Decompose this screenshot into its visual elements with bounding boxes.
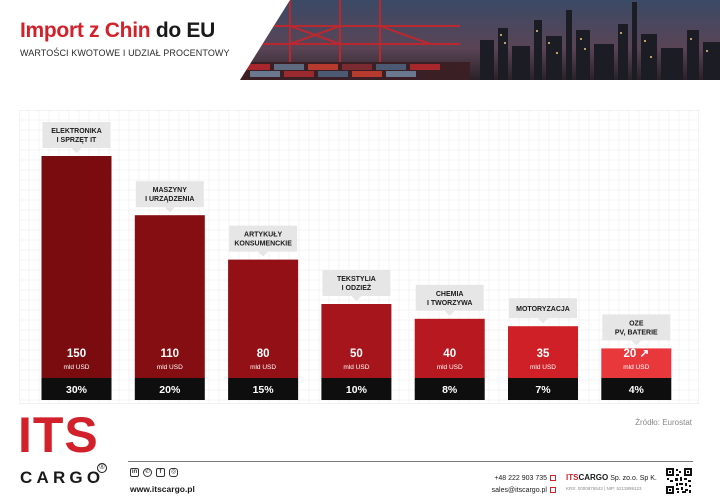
social-links: in ✆ f ◎ xyxy=(130,468,178,477)
website-link[interactable]: www.itscargo.pl xyxy=(130,484,195,494)
category-label-box xyxy=(509,298,577,319)
category-label: ELEKTRONIKA xyxy=(51,128,102,135)
phone-row[interactable]: +48 222 903 735 xyxy=(472,473,556,485)
category-label-pointer xyxy=(538,318,548,324)
email-address: sales@itscargo.pl xyxy=(491,487,547,494)
bar-value-label: 50 xyxy=(350,348,363,360)
category-label: ARTYKUŁY xyxy=(244,232,282,239)
category-label-pointer xyxy=(258,251,269,257)
city-port-photo xyxy=(230,0,720,80)
category-label: I TWORZYWA xyxy=(427,300,473,307)
bar xyxy=(134,215,205,378)
category-label: I URZĄDZENIA xyxy=(145,196,194,203)
email-row[interactable]: sales@itscargo.pl xyxy=(472,485,556,497)
share-strip xyxy=(414,378,485,400)
category-label-box xyxy=(415,284,484,311)
share-strip xyxy=(601,378,672,400)
bar xyxy=(41,156,112,378)
title-panel xyxy=(0,0,290,80)
share-strip xyxy=(134,378,205,400)
bar xyxy=(228,259,299,378)
source-note: Źródło: Eurostat xyxy=(635,418,692,427)
category-label-box xyxy=(229,225,298,252)
category-label-box xyxy=(135,181,204,208)
share-label: 10% xyxy=(346,384,368,396)
bar-value-label: 80 xyxy=(257,348,270,360)
category-label: I ODZIEŻ xyxy=(342,284,372,292)
bar xyxy=(508,326,578,378)
linkedin-icon[interactable]: in xyxy=(130,468,139,477)
category-label-pointer xyxy=(71,148,82,153)
category-label-pointer xyxy=(164,207,175,213)
category-label-box xyxy=(42,122,111,148)
title-part-red: Import z Chin xyxy=(20,19,151,42)
whatsapp-icon[interactable]: ✆ xyxy=(143,468,152,477)
bar-unit-label: mld USD xyxy=(250,364,276,371)
company-name: ITSCARGO Sp. zo.o. Sp K. xyxy=(566,473,657,482)
footer-divider xyxy=(128,461,693,462)
share-label: 30% xyxy=(66,384,88,396)
bar xyxy=(321,304,392,378)
bar-value-label: 20 ↗ xyxy=(623,348,649,360)
share-label: 4% xyxy=(629,384,645,396)
registered-mark: ® xyxy=(97,463,107,473)
facebook-icon[interactable]: f xyxy=(156,468,165,477)
company-name-red: ITS xyxy=(566,473,579,482)
phone-icon xyxy=(550,475,556,482)
logo-its: ITS xyxy=(18,407,99,463)
share-strip xyxy=(228,378,299,400)
bar-value-label: 150 xyxy=(67,348,86,360)
bar-unit-label: mld USD xyxy=(530,364,556,371)
page-title: Import z Chin do EU xyxy=(20,19,215,43)
category-label: KONSUMENCKIE xyxy=(234,241,292,248)
share-label: 8% xyxy=(442,384,458,396)
category-label-pointer xyxy=(351,296,362,301)
category-label: OZE xyxy=(629,320,644,327)
page-subtitle: WARTOŚCI KWOTOWE I UDZIAŁ PROCENTOWY xyxy=(20,48,230,58)
bar-unit-label: mld USD xyxy=(157,364,183,371)
bar xyxy=(414,318,485,378)
category-label: MOTORYZACJA xyxy=(516,306,570,313)
share-strip xyxy=(508,378,578,400)
share-strip xyxy=(41,378,112,400)
company-name-bold: CARGO xyxy=(578,473,609,482)
bar-unit-label: mld USD xyxy=(63,364,89,371)
share-strip xyxy=(321,378,392,400)
bar xyxy=(601,348,672,378)
bar-chart: 150 mld USD 30% ELEKTRONIKA I SPRZĘT IT 110 ml… xyxy=(19,110,699,404)
instagram-icon[interactable]: ◎ xyxy=(169,468,178,477)
company-details: KRS: 0000876543 | NIP: 5213899123 xyxy=(566,486,642,491)
email-icon xyxy=(550,487,556,494)
category-label-box xyxy=(602,314,671,341)
bar-unit-label: mld USD xyxy=(623,364,649,371)
share-label: 20% xyxy=(159,384,181,396)
phone-number: +48 222 903 735 xyxy=(494,475,547,482)
category-label: PV, BATERIE xyxy=(615,329,658,336)
category-label: TEKSTYLIA xyxy=(337,276,376,283)
category-label-box xyxy=(322,270,391,296)
chart-canvas: 150 mld USD 30% ELEKTRONIKA I SPRZĘT IT 110 ml… xyxy=(19,110,699,404)
share-label: 7% xyxy=(535,384,551,396)
category-label: CHEMIA xyxy=(436,291,464,298)
header-banner: Import z Chin do EU WARTOŚCI KWOTOWE I U… xyxy=(0,0,720,80)
bar-value-label: 40 xyxy=(443,348,456,360)
share-label: 15% xyxy=(253,384,275,396)
title-part-dark: do EU xyxy=(155,19,215,42)
category-label: I SPRZĘT IT xyxy=(57,137,97,144)
category-label-pointer xyxy=(631,340,642,346)
logo-cargo: CARGO xyxy=(20,468,105,487)
company-legal-form: Sp. zo.o. Sp K. xyxy=(610,475,657,482)
category-label: MASZYNY xyxy=(153,187,188,194)
category-label-pointer xyxy=(444,310,455,316)
bar-unit-label: mld USD xyxy=(343,364,369,371)
bar-unit-label: mld USD xyxy=(437,364,463,371)
bar-value-label: 110 xyxy=(161,348,180,360)
qr-code[interactable] xyxy=(666,468,692,494)
contact-block: +48 222 903 735 sales@itscargo.pl xyxy=(472,473,556,497)
bar-value-label: 35 xyxy=(537,348,550,360)
